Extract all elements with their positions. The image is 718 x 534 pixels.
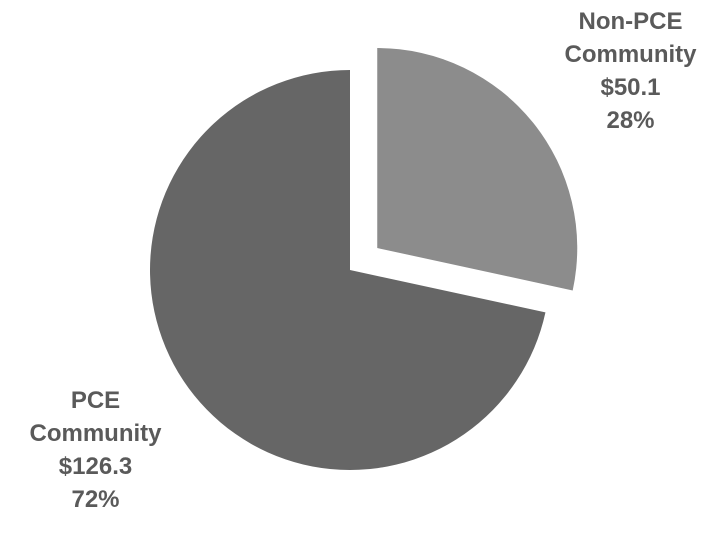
slice-label-pce-community: PCE Community $126.3 72%: [8, 384, 183, 516]
slice-label-name-line-2: Community: [29, 420, 162, 447]
slice-value-label: $50.1: [600, 74, 661, 101]
slice-value-label: $126.3: [58, 453, 133, 480]
slice-percent-label: 28%: [606, 107, 655, 134]
pie-slice-pce-community: [150, 70, 546, 471]
slice-label-name-line-1: Non-PCE: [578, 8, 683, 35]
slice-label-name-line-1: PCE: [70, 387, 121, 414]
slice-percent-label: 72%: [71, 486, 120, 513]
slice-label-name-line-2: Community: [564, 41, 697, 68]
slice-label-non-pce-community: Non-PCE Community $50.1 28%: [548, 5, 713, 137]
pie-slice-non-pce-community: [377, 48, 578, 291]
